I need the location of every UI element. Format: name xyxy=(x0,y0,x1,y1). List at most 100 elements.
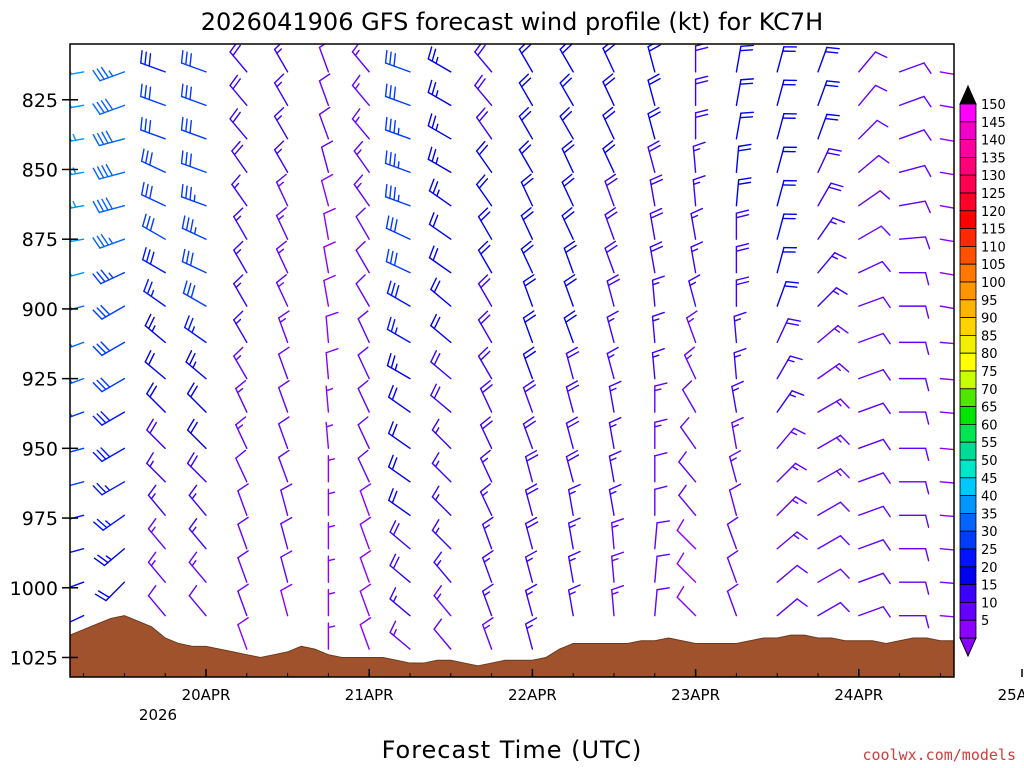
wind-barb xyxy=(565,380,580,413)
wind-barb xyxy=(817,287,848,307)
wind-barb xyxy=(92,66,126,82)
wind-barbs xyxy=(70,44,954,650)
colorbar-label: 130 xyxy=(981,169,1006,184)
wind-barb xyxy=(323,274,336,307)
wind-barb xyxy=(477,207,493,240)
wind-barb xyxy=(559,106,574,140)
wind-barb xyxy=(231,140,248,173)
wind-barb xyxy=(353,140,370,173)
wind-barb xyxy=(389,587,411,617)
wind-barb xyxy=(898,129,932,141)
colorbar-swatch xyxy=(959,352,977,372)
wind-barb xyxy=(728,483,742,516)
wind-barb xyxy=(389,553,411,583)
wind-barb xyxy=(898,514,930,528)
wind-barb xyxy=(654,452,668,483)
wind-barb xyxy=(427,146,452,173)
wind-barb xyxy=(649,207,664,240)
wind-barb xyxy=(474,44,493,73)
wind-barb xyxy=(690,241,704,274)
wind-barb xyxy=(430,277,452,307)
wind-barb xyxy=(237,583,249,617)
wind-barb xyxy=(776,496,807,516)
wind-barb xyxy=(731,416,744,450)
wind-barb xyxy=(608,483,622,516)
wind-barb xyxy=(355,207,370,240)
wind-barb xyxy=(237,483,249,516)
y-tick-label: 825 xyxy=(22,90,58,112)
wind-barb xyxy=(386,316,411,344)
wind-barb xyxy=(522,416,536,450)
wind-barb xyxy=(477,274,493,307)
wind-barb xyxy=(355,274,370,307)
wind-barb xyxy=(817,46,840,73)
wind-barb xyxy=(567,483,581,516)
wind-barb xyxy=(140,148,166,173)
wind-barb xyxy=(278,449,290,483)
wind-barb xyxy=(939,238,954,243)
wind-barb xyxy=(140,181,166,207)
wind-barb xyxy=(898,305,930,319)
wind-barb xyxy=(275,173,289,207)
wind-barb xyxy=(237,550,249,583)
wind-barb xyxy=(385,248,411,274)
wind-barb xyxy=(70,411,85,418)
wind-barb xyxy=(180,49,207,73)
wind-barb xyxy=(611,585,625,617)
wind-barb xyxy=(776,213,797,240)
colorbar-swatch xyxy=(959,530,977,550)
y-tick-label: 1025 xyxy=(10,647,58,669)
colorbar-swatch xyxy=(959,619,977,639)
colorbar-label: 20 xyxy=(981,561,998,576)
wind-barb xyxy=(898,95,932,108)
x-tick-label: 20APR xyxy=(182,686,231,704)
colorbar-swatch xyxy=(959,192,977,212)
wind-barb xyxy=(649,174,664,207)
colorbar-swatch xyxy=(959,495,977,514)
wind-barb xyxy=(186,418,207,450)
colorbar-label: 60 xyxy=(981,418,998,433)
wind-barb xyxy=(858,225,891,240)
wind-barb xyxy=(858,332,891,345)
wind-barb xyxy=(735,177,752,207)
wind-barb xyxy=(94,581,126,602)
y-tick-label: 875 xyxy=(22,229,58,251)
wind-barb xyxy=(858,472,891,484)
x-axis: 20APR21APR22APR23APR24APR25APR26APR xyxy=(83,669,1024,704)
wind-barb xyxy=(692,175,706,207)
wind-barb xyxy=(280,483,293,516)
x-tick-label: 25APR xyxy=(998,686,1024,704)
wind-barb xyxy=(430,350,452,380)
wind-barb xyxy=(428,178,452,207)
colorbar-label: 35 xyxy=(981,507,998,522)
colorbar-label: 110 xyxy=(981,240,1006,255)
wind-barb xyxy=(690,207,704,240)
wind-barb xyxy=(776,390,805,413)
wind-barb xyxy=(559,44,574,73)
wind-barb xyxy=(353,174,370,207)
wind-barb xyxy=(433,618,452,650)
wind-barb xyxy=(351,74,370,107)
wind-barb xyxy=(694,109,709,140)
colorbar-swatch xyxy=(959,174,977,194)
wind-barb xyxy=(817,501,850,516)
wind-barb xyxy=(817,535,850,550)
wind-barb xyxy=(388,454,411,483)
y-tick-label: 1000 xyxy=(10,578,58,600)
wind-barb xyxy=(898,377,930,392)
wind-barb xyxy=(524,516,539,550)
wind-barb xyxy=(654,553,670,583)
wind-barb xyxy=(70,133,85,142)
wind-barb xyxy=(474,74,493,107)
wind-barb xyxy=(427,46,452,73)
wind-barb xyxy=(233,346,248,380)
wind-barb xyxy=(676,552,697,583)
colorbar-label: 90 xyxy=(981,312,998,327)
wind-barb xyxy=(93,548,126,567)
wind-barb xyxy=(355,240,370,274)
wind-barb xyxy=(479,449,493,483)
wind-barb xyxy=(318,106,331,140)
colorbar-label: 125 xyxy=(981,187,1006,202)
wind-barb xyxy=(898,581,930,595)
wind-barb xyxy=(694,75,709,107)
